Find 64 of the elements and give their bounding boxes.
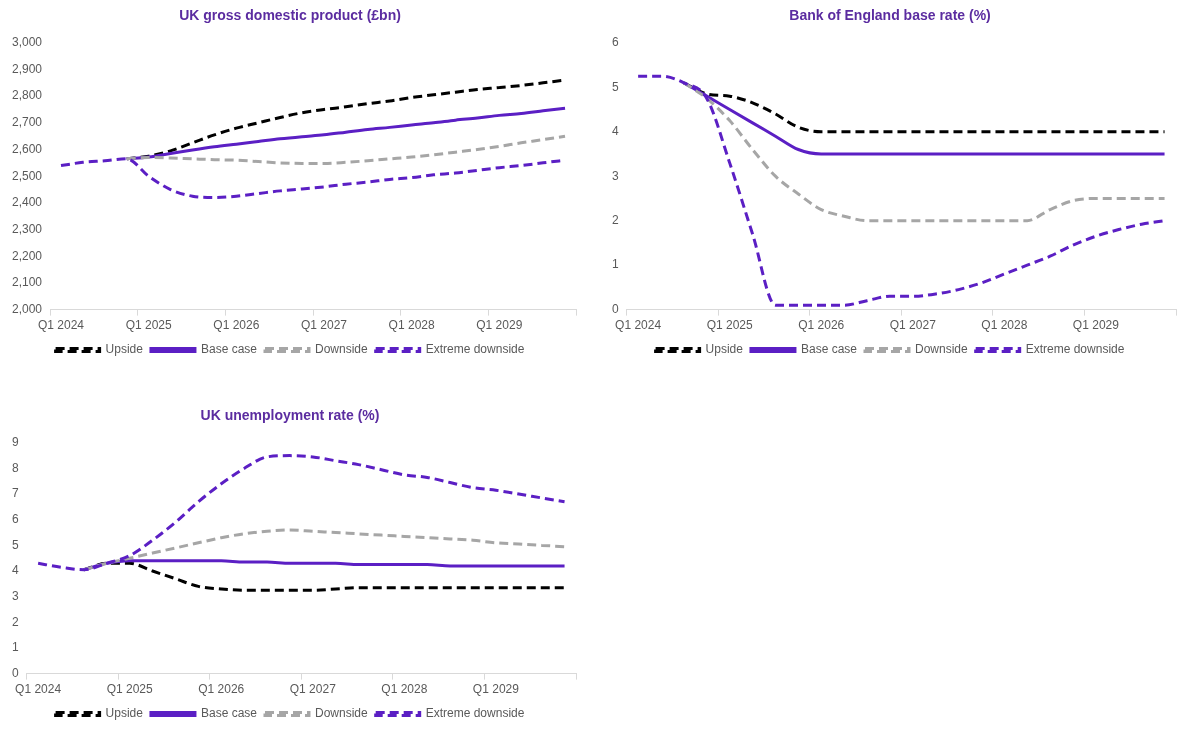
legend-label: Base case [800, 342, 858, 357]
x-tick-label: Q1 2027 [300, 318, 348, 333]
y-tick-label: 2,900 [12, 61, 43, 76]
line-series [36, 454, 567, 572]
y-tick-label: 0 [611, 301, 619, 316]
y-tick-label: 5 [611, 79, 619, 94]
line-series [125, 134, 567, 165]
x-tick-label: Q1 2026 [798, 318, 845, 333]
legend-label: Base case [200, 706, 258, 721]
y-tick-label: 3 [611, 168, 619, 183]
y-tick-label: 7 [11, 486, 19, 501]
y-tick-label: 2,800 [12, 88, 43, 103]
legend-label: Extreme downside [425, 342, 525, 357]
y-tick-label: 2,400 [12, 195, 43, 210]
x-tick-label: Q1 2028 [381, 682, 428, 697]
x-tick-label: Q1 2024 [615, 318, 662, 333]
legend-label: Extreme downside [425, 706, 525, 721]
legend-label: Downside [914, 342, 969, 357]
legend-label: Upside [105, 342, 144, 357]
x-tick-label: Q1 2027 [889, 318, 937, 333]
x-tick-label: Q1 2026 [198, 682, 245, 697]
x-tick-label: Q1 2029 [1072, 318, 1120, 333]
y-tick-label: 2,000 [12, 301, 43, 316]
y-tick-label: 2 [611, 212, 619, 227]
chart-title: UK unemployment rate (%) [200, 407, 380, 424]
y-tick-label: 2,700 [12, 115, 43, 130]
legend-label: Downside [314, 342, 369, 357]
y-tick-label: 1 [11, 640, 19, 655]
y-tick-label: 5 [11, 537, 19, 552]
y-tick-label: 4 [11, 563, 19, 578]
chart-title: UK gross domestic product (£bn) [179, 7, 401, 24]
y-tick-label: 2,500 [12, 168, 43, 183]
y-tick-label: 3 [11, 588, 19, 603]
y-tick-label: 6 [611, 35, 619, 50]
x-tick-label: Q1 2025 [125, 318, 172, 333]
y-tick-label: 1 [611, 257, 619, 272]
x-tick-label: Q1 2028 [981, 318, 1028, 333]
line-series [682, 81, 1167, 223]
y-tick-label: 6 [11, 512, 19, 527]
y-tick-label: 2,100 [12, 275, 43, 290]
legend-label: Extreme downside [1025, 342, 1125, 357]
y-tick-label: 2 [11, 614, 19, 629]
x-tick-label: Q1 2028 [388, 318, 435, 333]
x-tick-label: Q1 2025 [706, 318, 754, 333]
y-tick-label: 4 [611, 124, 619, 139]
y-tick-label: 9 [11, 435, 19, 450]
legend-label: Downside [314, 706, 369, 721]
x-tick-label: Q1 2025 [106, 682, 154, 697]
x-tick-label: Q1 2029 [472, 682, 520, 697]
y-tick-label: 3,000 [12, 35, 43, 50]
y-tick-label: 8 [11, 460, 19, 475]
y-tick-label: 2,600 [12, 141, 43, 156]
legend-label: Upside [705, 342, 744, 357]
x-tick-label: Q1 2024 [37, 318, 85, 333]
x-tick-label: Q1 2024 [15, 682, 62, 697]
x-tick-label: Q1 2029 [476, 318, 523, 333]
y-tick-label: 0 [11, 665, 19, 680]
y-tick-label: 2,300 [12, 221, 43, 236]
legend-label: Base case [200, 342, 258, 357]
y-tick-label: 2,200 [12, 248, 43, 263]
x-tick-label: Q1 2027 [289, 682, 337, 697]
legend-label: Upside [105, 706, 144, 721]
x-tick-label: Q1 2026 [213, 318, 260, 333]
chart-title: Bank of England base rate (%) [789, 7, 991, 24]
